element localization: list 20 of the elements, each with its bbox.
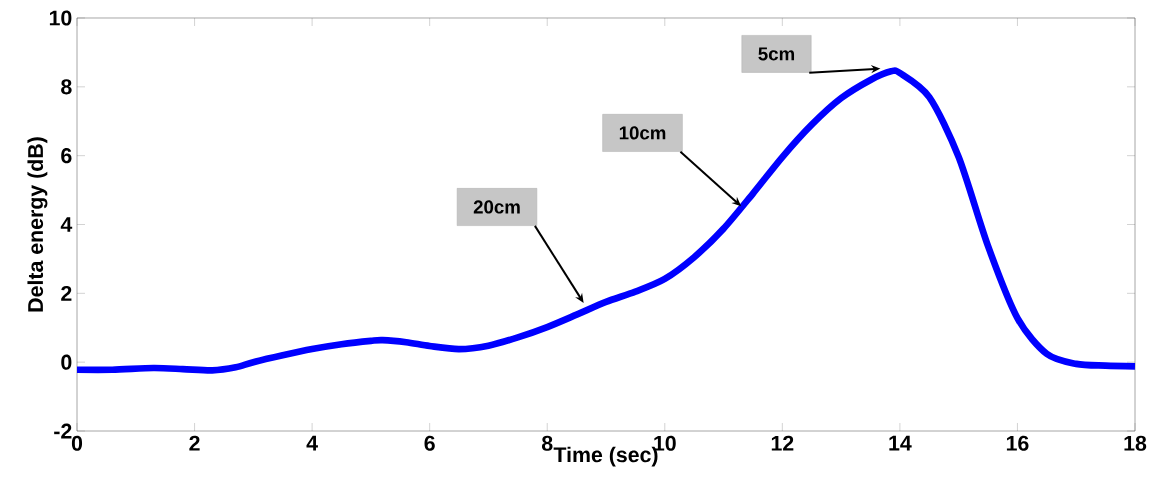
x-tick-label: 14 [889, 435, 912, 451]
x-tick-label: 12 [771, 435, 794, 451]
y-tick-label: 8 [61, 79, 72, 95]
y-tick-label: 0 [61, 354, 72, 370]
x-tick-label: 4 [306, 435, 318, 451]
x-tick-label: 18 [1124, 435, 1147, 451]
x-tick-label: 8 [541, 435, 553, 451]
y-tick-label: 2 [61, 285, 72, 301]
annotation: 20cm [473, 200, 520, 214]
y-tick-label: -2 [54, 423, 72, 439]
y-tick-label: 6 [61, 148, 72, 164]
x-tick-label: 6 [424, 435, 435, 451]
x-tick-label: 0 [71, 435, 83, 451]
annotation: 10cm [619, 126, 666, 140]
y-axis-title: Delta energy (dB) [27, 137, 48, 312]
y-tick-label: 10 [49, 10, 72, 26]
y-tick-label: 4 [60, 217, 73, 232]
x-tick-label: 16 [1006, 435, 1029, 451]
x-tick-label: 2 [189, 435, 200, 451]
annotation: 5cm [758, 47, 795, 61]
